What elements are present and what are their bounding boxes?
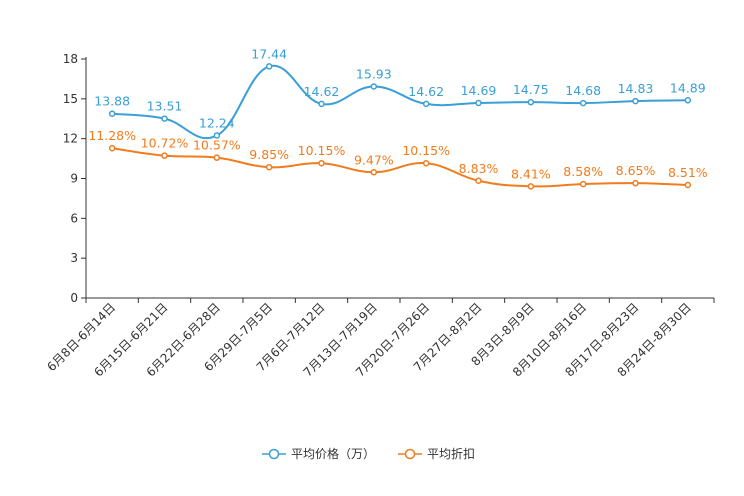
data-point[interactable] [632,97,639,105]
series-line-2 [112,147,688,188]
data-label: 13.88 [94,94,130,109]
data-point[interactable] [422,100,430,108]
data-point[interactable] [161,115,168,122]
data-label: 8.65% [616,163,656,178]
data-label: 10.57% [193,138,241,153]
legend-marker-icon [404,448,416,460]
y-tick-label: 6 [70,211,78,225]
data-point[interactable] [265,63,273,70]
data-point[interactable] [108,144,116,152]
data-point[interactable] [161,152,168,159]
data-label: 9.85% [249,147,289,162]
legend-item-1[interactable]: 平均价格（万） [262,446,375,461]
data-point[interactable] [213,154,221,161]
legend-label: 平均价格（万） [291,446,375,461]
data-label: 9.47% [354,152,394,167]
data-point[interactable] [475,177,482,185]
y-tick-label: 15 [63,92,78,106]
y-tick-label: 0 [70,291,78,305]
legend-item-2[interactable]: 平均折扣 [398,446,475,461]
data-point[interactable] [318,159,325,167]
data-point[interactable] [527,98,535,106]
data-label: 14.75 [513,82,549,97]
data-label: 14.89 [670,80,706,95]
legend-label: 平均折扣 [427,446,475,461]
data-label: 14.68 [565,83,601,98]
data-point[interactable] [422,159,430,167]
data-point[interactable] [475,99,482,107]
data-label: 13.51 [147,99,183,114]
series-layer: 13.88 13.51 12.24 17.44 14.62 15.93 14.62 14.69… [88,46,708,190]
y-tick-label: 18 [63,52,78,66]
data-point[interactable] [318,100,325,108]
data-label: 12.24 [199,115,235,130]
data-label: 14.62 [304,84,340,99]
data-label: 15.93 [356,66,392,81]
series-1: 13.88 13.51 12.24 17.44 14.62 15.93 14.62 14.69… [94,46,706,140]
data-point[interactable] [370,169,378,176]
legend-marker-icon [268,448,280,460]
data-label: 8.41% [511,166,551,181]
y-tick-label: 3 [70,251,78,265]
data-point[interactable] [632,179,639,187]
data-label: 10.15% [402,143,450,158]
data-point[interactable] [579,180,587,188]
data-label: 17.44 [251,46,287,61]
data-point[interactable] [370,83,378,90]
data-label: 10.15% [298,143,346,158]
data-point[interactable] [684,97,692,104]
data-point[interactable] [684,181,692,189]
data-label: 14.83 [618,81,654,96]
data-label: 8.51% [668,165,708,180]
data-label: 10.72% [141,136,189,151]
data-label: 14.62 [408,84,444,99]
y-tick-label: 9 [70,172,78,186]
series-2: 11.28% 10.72% 10.57% 9.85% 10.15% 9.47% 10.15%… [88,128,708,190]
legend[interactable]: 平均价格（万） 平均折扣 [262,446,475,461]
data-point[interactable] [108,110,116,117]
data-point[interactable] [527,183,535,190]
data-label: 14.69 [461,83,497,98]
data-point[interactable] [579,99,587,107]
data-point[interactable] [265,163,273,171]
y-tick-label: 12 [63,132,78,146]
data-label: 11.28% [88,128,136,143]
data-point[interactable] [213,132,221,139]
data-label: 8.83% [459,161,499,176]
data-label: 8.58% [563,164,603,179]
